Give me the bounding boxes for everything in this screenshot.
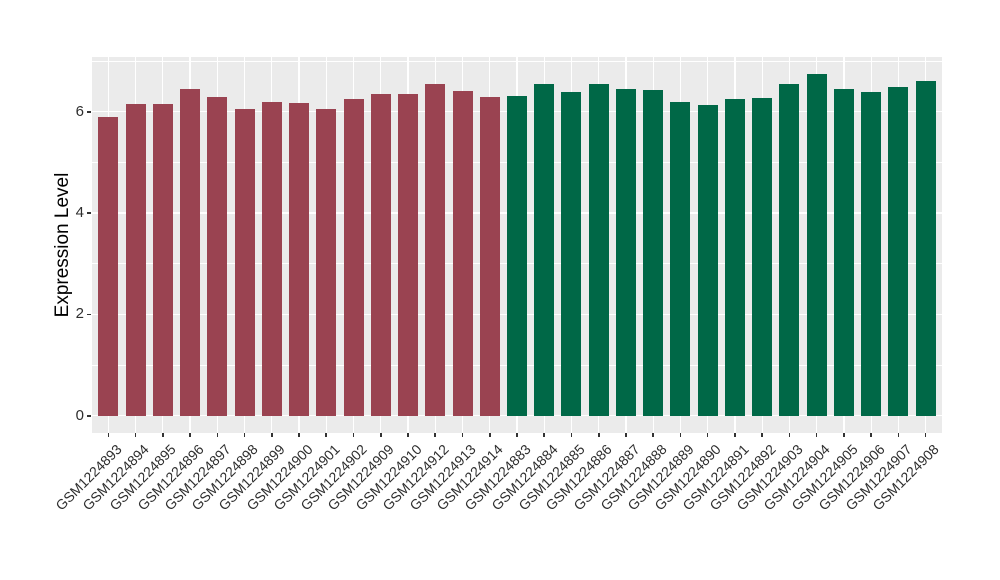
x-tick-mark (107, 433, 110, 437)
x-tick-mark (870, 433, 872, 437)
y-tick-label: 4 (75, 204, 84, 222)
x-tick-mark (189, 433, 191, 437)
bar (534, 83, 555, 416)
bar (316, 109, 337, 416)
x-tick-mark (407, 433, 409, 437)
bar (806, 73, 827, 416)
x-tick-mark (570, 433, 573, 437)
y-tick-mark (87, 313, 91, 316)
x-tick-mark (243, 433, 246, 437)
x-tick-mark (516, 433, 518, 437)
x-tick-mark (325, 433, 328, 437)
bar (207, 96, 228, 416)
x-tick-mark (597, 433, 600, 437)
y-tick-label: 6 (75, 102, 84, 120)
bar (588, 83, 609, 416)
x-tick-mark (216, 433, 219, 437)
bar (779, 83, 800, 416)
x-tick-mark (843, 433, 845, 437)
bar (398, 93, 419, 416)
x-tick-mark (679, 433, 682, 437)
bar (452, 91, 473, 416)
bar (425, 83, 446, 416)
x-tick-mark (488, 433, 491, 437)
x-tick-mark (379, 433, 382, 437)
bar (152, 104, 173, 416)
bar (343, 99, 364, 416)
x-tick-mark (543, 433, 546, 437)
x-tick-mark (434, 433, 437, 437)
bar (370, 93, 391, 416)
x-tick-mark (815, 433, 818, 437)
y-axis-title: Expression Level (52, 172, 73, 318)
x-tick-mark (706, 433, 709, 437)
bar (861, 92, 882, 416)
bar (888, 87, 909, 416)
bar (833, 88, 854, 416)
bar (697, 105, 718, 416)
x-tick-mark (162, 433, 164, 437)
bar (615, 88, 636, 416)
bar (507, 95, 527, 416)
x-tick-mark (271, 433, 273, 437)
bar (724, 99, 745, 416)
x-tick-mark (788, 433, 791, 437)
bar (180, 88, 201, 416)
x-tick-mark (924, 433, 927, 437)
bar (98, 116, 119, 416)
bar (643, 89, 664, 416)
x-tick-mark (761, 433, 763, 437)
x-tick-mark (625, 433, 627, 437)
bar (915, 81, 936, 416)
bar (561, 92, 582, 416)
x-tick-mark (652, 433, 654, 437)
bar (234, 109, 255, 416)
bar (479, 96, 500, 416)
x-tick-mark (461, 433, 464, 437)
x-tick-mark (897, 433, 900, 437)
bar (289, 102, 310, 416)
bar (261, 101, 282, 416)
y-tick-label: 0 (75, 406, 84, 424)
x-tick-mark (352, 433, 355, 437)
bar (752, 97, 773, 416)
x-tick-mark (134, 433, 137, 437)
x-tick-mark (298, 433, 300, 437)
y-tick-mark (87, 212, 91, 214)
y-tick-mark (87, 110, 91, 113)
x-tick-mark (734, 433, 736, 437)
plot-panel (92, 57, 942, 433)
y-tick-label: 2 (75, 305, 84, 323)
bar (670, 101, 691, 416)
bar (125, 104, 146, 416)
y-tick-mark (87, 414, 91, 417)
